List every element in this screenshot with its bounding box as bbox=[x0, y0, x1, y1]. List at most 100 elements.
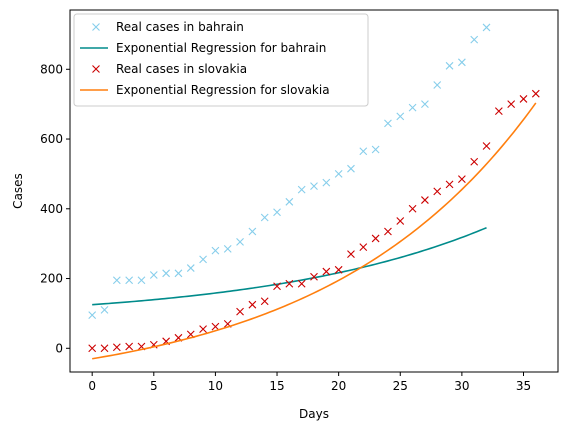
data-point bbox=[322, 267, 331, 276]
data-point bbox=[494, 107, 503, 116]
data-point bbox=[457, 175, 466, 184]
legend-label: Real cases in bahrain bbox=[116, 20, 244, 34]
data-point bbox=[334, 265, 343, 274]
x-tick-label: 5 bbox=[150, 379, 158, 393]
data-point bbox=[519, 95, 528, 103]
data-point bbox=[297, 279, 306, 288]
data-point bbox=[433, 187, 442, 196]
data-point bbox=[482, 142, 491, 150]
data-point bbox=[384, 119, 392, 128]
x-tick-label: 25 bbox=[393, 379, 408, 393]
y-tick-label: 200 bbox=[40, 272, 63, 286]
data-point bbox=[112, 343, 121, 352]
data-point bbox=[310, 272, 318, 281]
data-point bbox=[445, 61, 454, 70]
data-point bbox=[310, 182, 318, 191]
y-tick-label: 0 bbox=[55, 341, 63, 355]
data-point bbox=[371, 145, 380, 154]
data-point bbox=[482, 23, 491, 32]
data-point bbox=[248, 300, 257, 309]
legend-entry: Exponential Regression for bahrain bbox=[80, 41, 326, 55]
data-point bbox=[112, 276, 121, 285]
data-point bbox=[359, 147, 368, 156]
regression-line bbox=[92, 102, 537, 360]
data-point bbox=[347, 164, 355, 173]
data-point bbox=[137, 276, 146, 285]
data-point bbox=[384, 227, 392, 236]
legend-marker bbox=[92, 65, 100, 73]
x-tick-label: 0 bbox=[88, 379, 96, 393]
x-tick-label: 10 bbox=[208, 379, 223, 393]
data-point bbox=[347, 250, 355, 259]
data-point bbox=[322, 178, 331, 187]
y-tick-label: 400 bbox=[40, 202, 63, 216]
data-point bbox=[88, 311, 97, 320]
data-point bbox=[162, 269, 171, 278]
data-point bbox=[273, 208, 281, 217]
data-point bbox=[421, 100, 429, 109]
x-axis-label: Days bbox=[299, 407, 329, 421]
data-point bbox=[186, 264, 195, 272]
data-point bbox=[334, 170, 343, 178]
x-tick-label: 35 bbox=[516, 379, 531, 393]
data-point bbox=[236, 238, 244, 246]
legend-box bbox=[73, 13, 369, 107]
data-point bbox=[285, 197, 294, 206]
data-point bbox=[433, 81, 442, 89]
data-point bbox=[470, 35, 479, 44]
regression-line bbox=[92, 226, 487, 306]
data-point bbox=[297, 185, 306, 194]
data-point bbox=[100, 306, 109, 314]
x-tick-label: 20 bbox=[331, 379, 346, 393]
data-point bbox=[174, 269, 183, 278]
data-point bbox=[260, 213, 269, 222]
data-point bbox=[273, 282, 281, 291]
data-point bbox=[396, 112, 405, 121]
data-point bbox=[396, 217, 405, 225]
data-point bbox=[211, 246, 220, 255]
x-tick-label: 15 bbox=[269, 379, 284, 393]
data-point bbox=[199, 325, 207, 333]
legend-entry: Real cases in bahrain bbox=[92, 20, 244, 34]
data-point bbox=[371, 234, 380, 243]
data-point bbox=[88, 344, 97, 353]
legend-entry: Exponential Regression for slovakia bbox=[80, 83, 330, 97]
y-tick-label: 800 bbox=[40, 62, 63, 76]
y-tick-label: 600 bbox=[40, 132, 63, 146]
data-point bbox=[445, 180, 454, 189]
legend-label: Exponential Regression for bahrain bbox=[116, 41, 326, 55]
data-point bbox=[125, 276, 134, 285]
series-3 bbox=[92, 102, 537, 360]
legend-label: Real cases in slovakia bbox=[116, 62, 247, 76]
data-point bbox=[223, 245, 232, 253]
data-point bbox=[408, 204, 417, 213]
legend-label: Exponential Regression for slovakia bbox=[116, 83, 330, 97]
data-point bbox=[236, 307, 244, 316]
series-1 bbox=[92, 226, 487, 306]
data-point bbox=[421, 196, 429, 204]
legend: Real cases in bahrain Exponential Regress… bbox=[73, 13, 369, 107]
series-layer bbox=[88, 23, 540, 360]
series-0 bbox=[88, 23, 491, 320]
legend-entry: Real cases in slovakia bbox=[92, 62, 247, 76]
data-point bbox=[359, 243, 368, 252]
data-point bbox=[507, 100, 516, 109]
data-point bbox=[199, 255, 207, 264]
data-point bbox=[470, 157, 479, 166]
data-point bbox=[408, 103, 417, 112]
data-point bbox=[125, 342, 134, 351]
x-tick-label: 30 bbox=[454, 379, 469, 393]
data-point bbox=[248, 227, 257, 236]
data-point bbox=[457, 58, 466, 67]
data-point bbox=[149, 271, 158, 279]
legend-marker bbox=[92, 23, 100, 31]
data-point bbox=[211, 322, 220, 331]
data-point bbox=[260, 297, 269, 306]
y-axis-label: Cases bbox=[11, 173, 25, 209]
data-point bbox=[285, 279, 294, 288]
plot-frame bbox=[69, 9, 559, 373]
series-2 bbox=[88, 89, 540, 353]
data-point bbox=[100, 344, 109, 353]
ticks-layer: 0 5 10 15 20 25 30 35 0 200 400 600 800 bbox=[40, 62, 531, 393]
